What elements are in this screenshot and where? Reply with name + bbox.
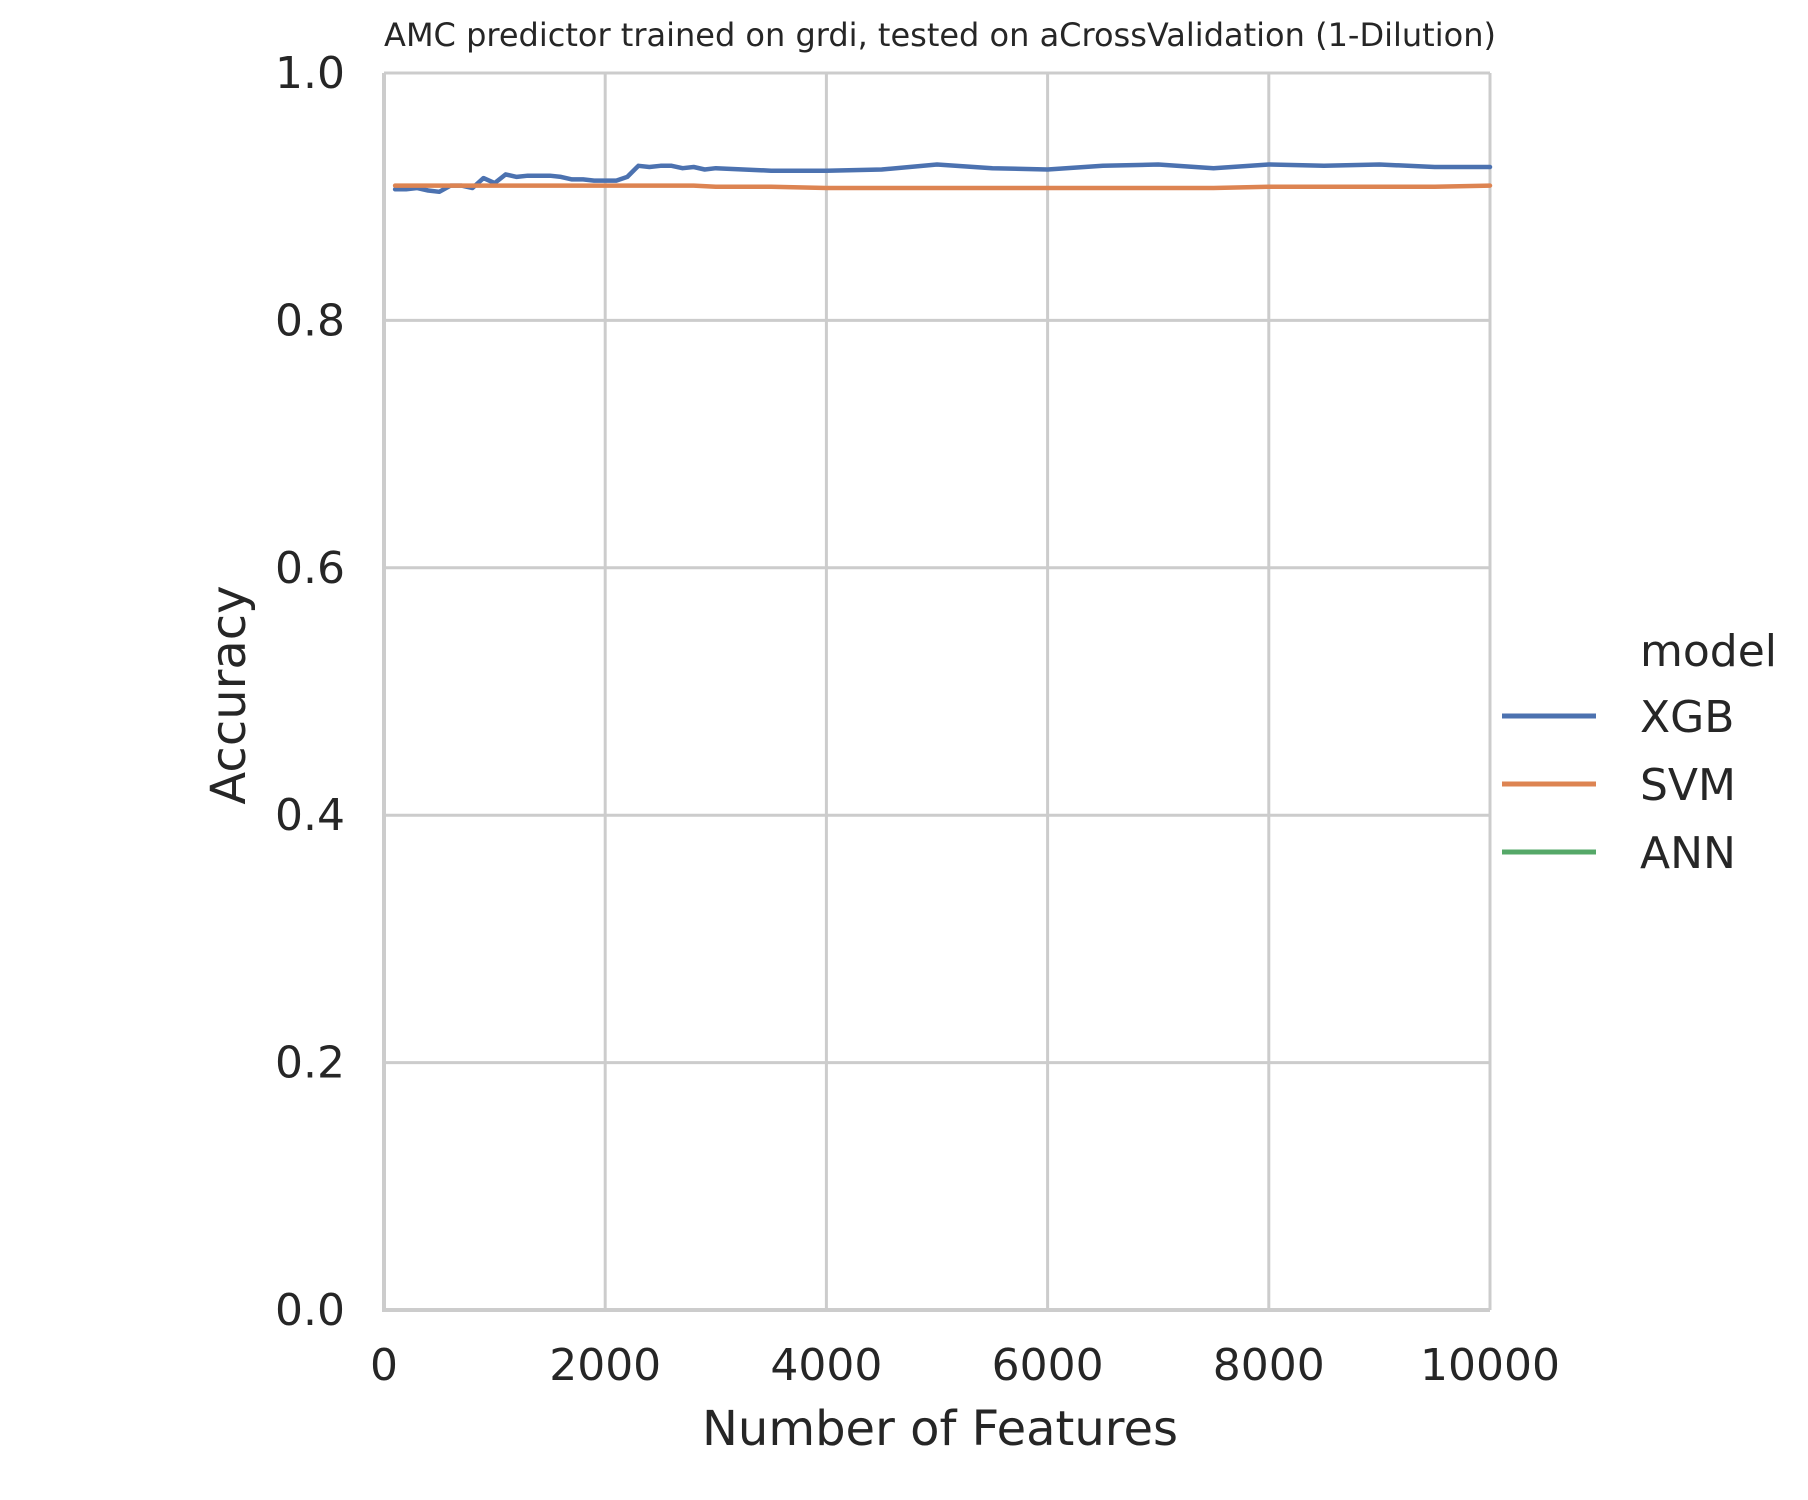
x-tick-label: 10000 [1420,1340,1560,1391]
axes [382,73,1490,1312]
x-tick-labels: 0 2000 4000 6000 8000 10000 [370,1340,1560,1391]
x-tick-label: 6000 [992,1340,1104,1391]
legend: model XGB SVM ANN [1502,626,1777,879]
y-tick-label: 0.2 [275,1038,345,1089]
y-axis-title: Accuracy [201,585,257,804]
x-axis-title: Number of Features [702,1401,1178,1457]
x-tick-label: 4000 [770,1340,882,1391]
x-tick-label: 0 [370,1340,398,1391]
legend-label-xgb: XGB [1640,692,1734,743]
series-line-svm [392,183,1493,191]
y-tick-label: 0.4 [275,790,345,841]
legend-label-svm: SVM [1640,760,1736,811]
series-lines [392,162,1493,195]
y-tick-label: 0.6 [275,543,345,594]
chart-title: AMC predictor trained on grdi, tested on… [384,16,1496,54]
x-tick-label: 2000 [549,1340,661,1391]
y-tick-label: 1.0 [275,48,345,99]
x-tick-label: 8000 [1213,1340,1325,1391]
y-tick-label: 0.0 [275,1285,345,1336]
grid-lines [382,71,1492,1312]
legend-title: model [1640,626,1777,677]
y-tick-labels: 0.0 0.2 0.4 0.6 0.8 1.0 [275,48,345,1336]
legend-label-ann: ANN [1640,828,1736,879]
y-tick-label: 0.8 [275,295,345,346]
